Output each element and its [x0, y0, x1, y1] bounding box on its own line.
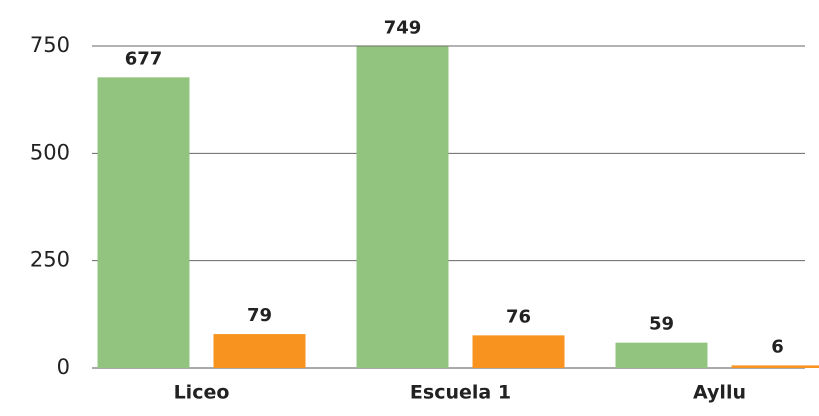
x-tick-label: Ayllu [693, 382, 746, 404]
bar [356, 46, 449, 369]
y-tick-label: 0 [57, 355, 70, 379]
y-tick-label: 250 [30, 248, 70, 272]
value-label: 79 [247, 305, 272, 326]
bar [615, 342, 708, 368]
value-label: 59 [649, 314, 674, 335]
value-label: 677 [125, 48, 163, 69]
x-tick-label: Escuela 1 [410, 382, 511, 404]
bar [97, 77, 190, 368]
value-label: 749 [384, 17, 422, 38]
bar [472, 335, 565, 368]
value-label: 6 [771, 336, 784, 357]
y-tick-label: 750 [30, 33, 70, 57]
bar [213, 334, 306, 368]
y-tick-label: 500 [30, 140, 70, 164]
bar [731, 365, 819, 368]
x-tick-label: Liceo [174, 382, 230, 404]
value-label: 76 [506, 306, 531, 327]
